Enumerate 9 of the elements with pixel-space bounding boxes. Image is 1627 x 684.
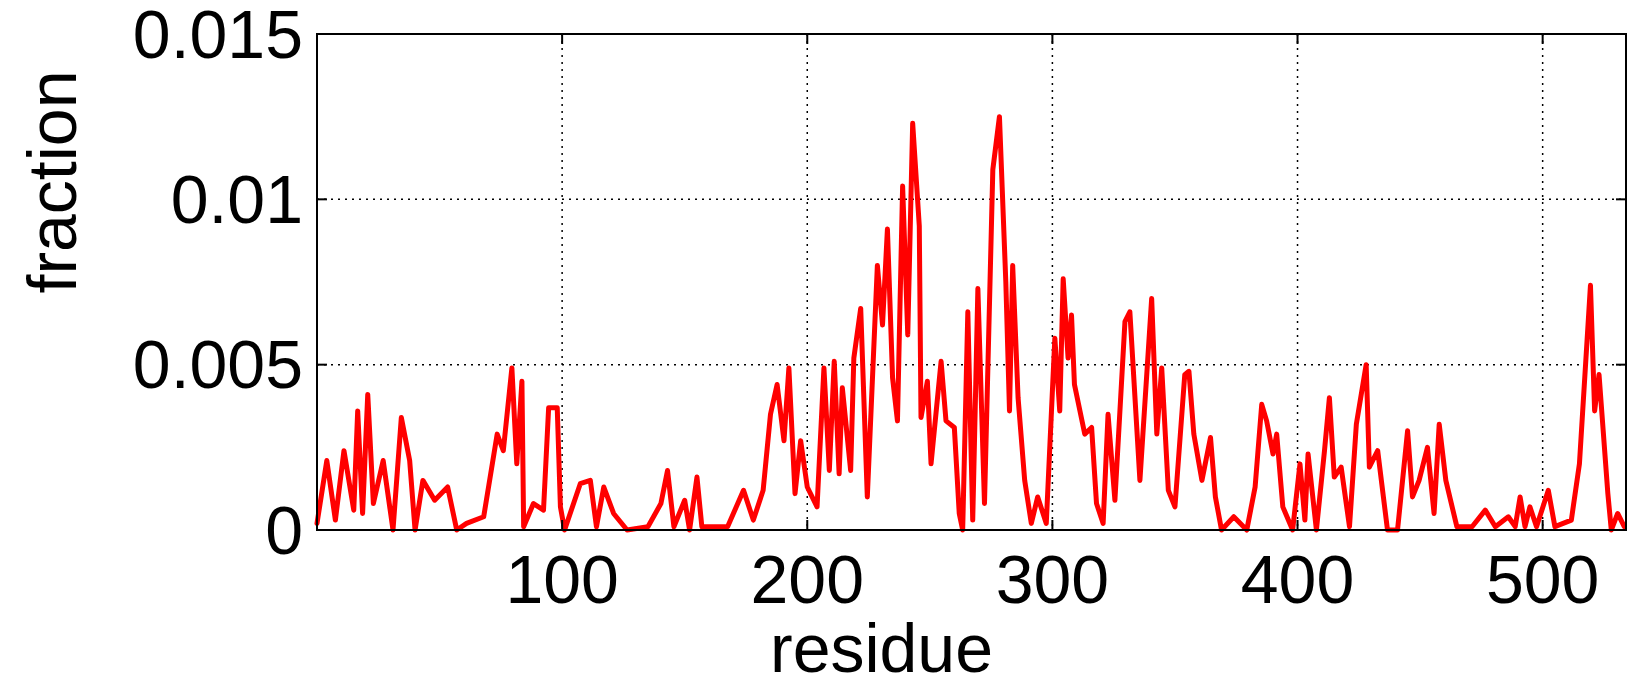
y-tick-label: 0.005 — [132, 326, 303, 403]
x-tick-label: 100 — [505, 541, 619, 617]
x-tick-label: 300 — [995, 541, 1110, 617]
y-axis-title: fraction — [14, 70, 90, 294]
y-tick-label: 0.01 — [170, 161, 303, 238]
x-tick-label: 500 — [1485, 541, 1600, 617]
y-tick-label: 0.015 — [132, 0, 303, 72]
x-tick-label: 400 — [1240, 541, 1355, 617]
y-tick-label: 0 — [265, 491, 303, 568]
